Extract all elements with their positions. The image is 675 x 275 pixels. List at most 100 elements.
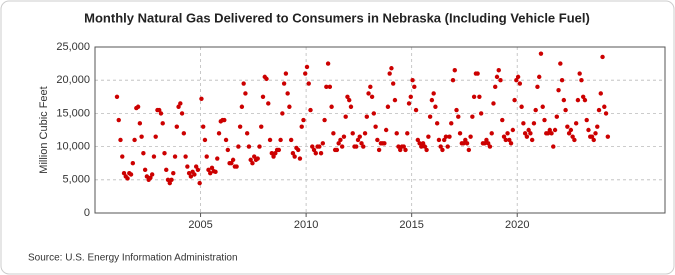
point — [424, 147, 429, 153]
point — [149, 172, 155, 177]
point — [447, 134, 452, 139]
point — [540, 104, 545, 109]
point — [412, 84, 417, 90]
point — [538, 51, 544, 56]
y-tick-label: 20,000 — [56, 74, 90, 86]
point — [463, 137, 468, 143]
point — [295, 147, 301, 153]
point — [283, 71, 289, 76]
point — [121, 170, 127, 176]
point — [324, 84, 329, 90]
point — [461, 141, 466, 146]
point — [579, 78, 584, 83]
point — [246, 144, 252, 149]
point — [510, 127, 516, 133]
point — [169, 177, 174, 182]
point — [181, 131, 187, 136]
point — [471, 94, 477, 100]
point — [529, 137, 535, 143]
point — [350, 131, 355, 136]
point — [456, 114, 461, 119]
point — [589, 134, 595, 139]
point — [114, 94, 120, 100]
point — [165, 177, 171, 182]
point — [586, 127, 591, 133]
point — [522, 131, 528, 136]
point — [325, 61, 331, 66]
point — [512, 97, 517, 103]
point — [559, 78, 565, 83]
point — [239, 104, 245, 109]
point — [188, 174, 194, 179]
point — [477, 94, 482, 100]
point — [566, 131, 572, 136]
point — [368, 84, 373, 90]
point — [234, 164, 239, 169]
point — [521, 121, 526, 126]
point — [482, 141, 487, 146]
point — [584, 117, 589, 123]
point — [420, 141, 426, 146]
point — [457, 131, 463, 136]
point — [385, 104, 391, 109]
point — [491, 101, 496, 106]
point — [162, 151, 167, 156]
point — [466, 147, 472, 153]
point — [554, 114, 560, 119]
point — [493, 84, 498, 90]
point — [327, 84, 333, 90]
point — [257, 144, 262, 149]
point — [572, 137, 577, 143]
point — [186, 170, 192, 176]
point — [533, 107, 538, 113]
point — [281, 81, 287, 86]
point — [573, 121, 579, 126]
point — [144, 174, 150, 179]
point — [241, 81, 246, 86]
point — [130, 161, 136, 166]
point — [468, 134, 473, 139]
point — [292, 154, 297, 159]
point — [442, 137, 447, 143]
point — [317, 144, 322, 149]
point — [470, 114, 475, 119]
point — [243, 91, 248, 96]
point — [259, 124, 264, 129]
point — [410, 78, 415, 83]
point — [195, 167, 201, 173]
point — [390, 81, 396, 86]
point — [208, 170, 213, 176]
point — [535, 84, 540, 90]
point — [158, 111, 164, 116]
point — [494, 74, 500, 80]
point — [260, 94, 266, 100]
y-tick-label: 10,000 — [56, 141, 90, 153]
point — [141, 151, 146, 156]
x-tick-label: 2015 — [399, 219, 423, 231]
point — [151, 154, 157, 159]
point — [387, 71, 392, 76]
point — [216, 131, 222, 136]
y-tick-label: 25,000 — [56, 41, 90, 53]
point — [306, 81, 311, 86]
point — [200, 124, 206, 129]
point — [413, 107, 419, 113]
point — [361, 144, 366, 149]
point — [116, 117, 121, 123]
point — [605, 134, 611, 139]
y-tick-label: 5,000 — [62, 174, 90, 186]
point — [139, 134, 144, 139]
point — [464, 141, 470, 146]
point — [269, 151, 275, 156]
point — [376, 147, 382, 153]
point — [568, 127, 574, 133]
point — [602, 104, 607, 109]
point — [436, 137, 442, 143]
point — [160, 121, 165, 126]
point — [308, 107, 313, 113]
point — [304, 64, 310, 70]
point — [422, 144, 428, 149]
point — [603, 111, 609, 116]
point — [375, 137, 380, 143]
point — [359, 141, 364, 146]
